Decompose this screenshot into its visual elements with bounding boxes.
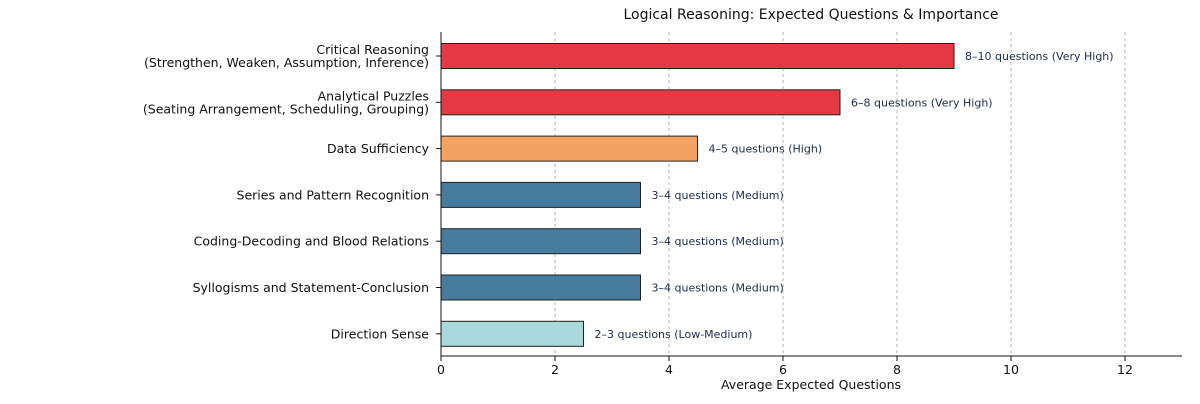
grid-layer [554, 32, 1126, 356]
bar [440, 320, 584, 347]
category-label: (Seating Arrangement, Scheduling, Groupi… [143, 101, 429, 116]
category-label: Direction Sense [331, 326, 430, 341]
bar [440, 228, 641, 255]
bar [440, 274, 641, 301]
category-label: Series and Pattern Recognition [237, 187, 429, 202]
category-label: Data Sufficiency [327, 141, 430, 156]
axes-layer: 0 2 4 6 8 10 12 [436, 32, 1182, 377]
x-tick-label: 6 [779, 362, 787, 377]
x-tick-label: 10 [1003, 362, 1019, 377]
x-tick-label: 0 [437, 362, 445, 377]
x-tick-label: 4 [665, 362, 673, 377]
x-tick-label: 12 [1117, 362, 1133, 377]
bar-annotation: 3–4 questions (Medium) [652, 282, 784, 295]
bar [440, 181, 641, 208]
x-axis-label: Average Expected Questions [721, 377, 901, 392]
bar-annotation: 3–4 questions (Medium) [652, 189, 784, 202]
category-label: Analytical Puzzles [318, 88, 429, 103]
bar-annotation: 3–4 questions (Medium) [652, 235, 784, 248]
labels-layer: Critical Reasoning(Strengthen, Weaken, A… [143, 42, 1114, 341]
bar [440, 89, 841, 116]
bar-annotation: 4–5 questions (High) [709, 143, 823, 156]
bar-annotation: 2–3 questions (Low-Medium) [595, 328, 753, 341]
category-label: (Strengthen, Weaken, Assumption, Inferen… [144, 55, 429, 70]
bars-layer [440, 43, 955, 347]
category-label: Critical Reasoning [316, 42, 429, 57]
bar-annotation: 8–10 questions (Very High) [965, 50, 1114, 63]
x-tick-label: 8 [893, 362, 901, 377]
category-label: Syllogisms and Statement-Conclusion [193, 280, 429, 295]
bar [440, 135, 698, 162]
bar-annotation: 6–8 questions (Very High) [851, 96, 993, 109]
bar [440, 43, 955, 69]
chart-title: Logical Reasoning: Expected Questions & … [623, 7, 998, 23]
x-tick-label: 2 [551, 362, 559, 377]
category-label: Coding-Decoding and Blood Relations [194, 234, 429, 249]
